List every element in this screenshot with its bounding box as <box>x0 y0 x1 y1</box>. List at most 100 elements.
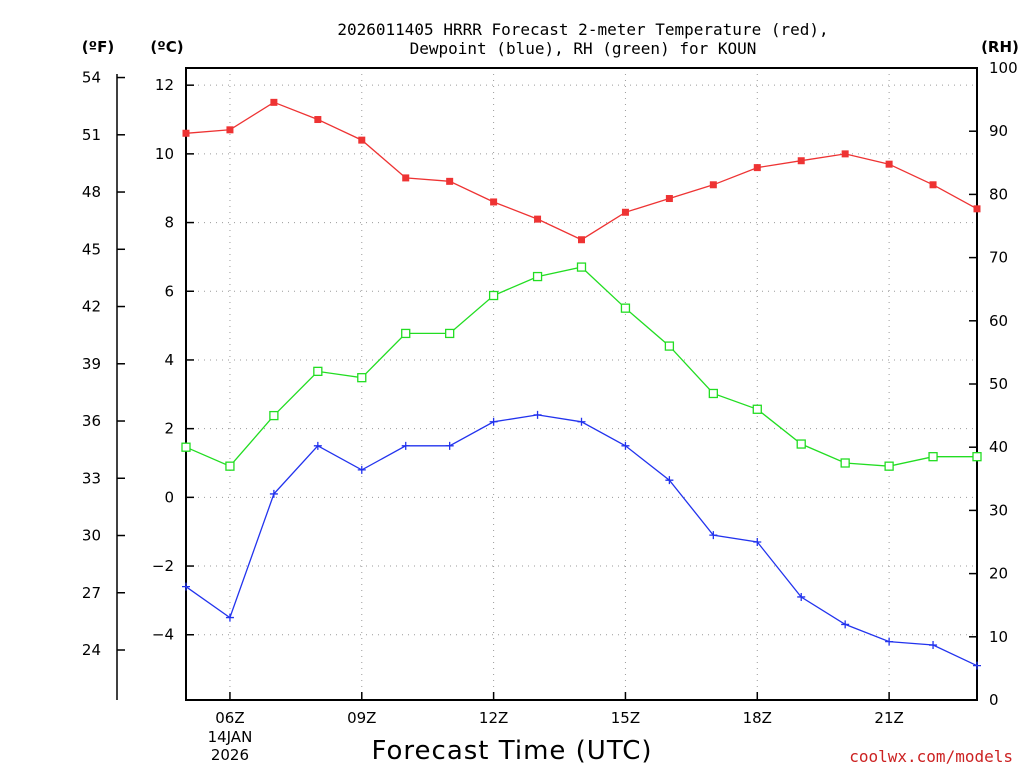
c-tick-label: −2 <box>152 557 174 575</box>
dewpoint-point <box>401 441 410 450</box>
temperature-point <box>534 215 542 223</box>
temperature-point <box>314 116 322 124</box>
x-tick-label: 21Z <box>874 709 903 727</box>
dewpoint-point <box>533 410 542 419</box>
rh-tick-label: 100 <box>989 59 1018 77</box>
temperature-point <box>665 195 673 203</box>
credit-link[interactable]: coolwx.com/models <box>849 747 1013 766</box>
c-tick-label: 2 <box>164 420 174 438</box>
f-tick-label: 24 <box>82 641 101 659</box>
temperature-point <box>797 157 805 165</box>
c-tick-label: 0 <box>164 488 174 506</box>
rh-point <box>488 290 499 301</box>
f-tick-label: 48 <box>82 183 101 201</box>
rh-point <box>840 458 850 468</box>
temperature-point <box>446 177 454 185</box>
rh-point <box>576 262 587 272</box>
dewpoint-point <box>313 441 322 450</box>
rh-point <box>752 404 762 414</box>
rh-tick-label: 90 <box>989 122 1008 140</box>
axes-layer <box>116 67 978 701</box>
temperature-point <box>490 198 498 206</box>
f-tick-label: 30 <box>82 527 101 545</box>
chart-title-line-2: Dewpoint (blue), RH (green) for KOUN <box>410 39 757 58</box>
dewpoint-point <box>973 661 981 670</box>
dewpoint-series <box>182 410 981 670</box>
dewpoint-line <box>185 414 978 667</box>
rh-point <box>928 452 938 462</box>
c-tick-label: 8 <box>164 214 174 232</box>
temperature-point <box>753 164 761 172</box>
f-tick-label: 42 <box>82 298 101 316</box>
rh-point <box>532 271 543 282</box>
rh-point <box>708 388 718 399</box>
dewpoint-point <box>709 531 718 540</box>
rh-point <box>357 373 367 383</box>
x-date-label: 2026 <box>211 746 249 764</box>
temperature-point <box>358 136 366 144</box>
x-tick-label: 18Z <box>743 709 772 727</box>
rh-tick-label: 10 <box>989 628 1008 646</box>
dewpoint-point <box>225 613 234 622</box>
dewpoint-point <box>621 441 630 450</box>
x-tick-label: 15Z <box>611 709 640 727</box>
dewpoint-point <box>885 637 894 646</box>
rh-line <box>185 266 977 467</box>
rh-series <box>181 262 982 471</box>
temperature-point <box>578 236 585 244</box>
rh-point <box>664 341 675 351</box>
dewpoint-point <box>445 441 454 450</box>
rh-unit-label: (RH) <box>981 38 1019 56</box>
f-tick-label: 51 <box>82 126 101 144</box>
rh-point <box>401 328 411 339</box>
rh-point <box>884 461 894 471</box>
c-tick-label: 4 <box>164 351 174 369</box>
temperature-point <box>929 181 937 189</box>
temperature-line <box>185 101 978 241</box>
f-tick-label: 45 <box>82 240 101 258</box>
f-tick-label: 36 <box>82 412 101 430</box>
dewpoint-point <box>753 538 762 546</box>
temperature-point <box>621 208 629 216</box>
dewpoint-point <box>841 620 850 629</box>
celsius-unit-label: (ºC) <box>150 38 183 56</box>
rh-point <box>445 328 455 339</box>
rh-point <box>225 461 235 471</box>
c-tick-label: 12 <box>155 76 174 94</box>
rh-tick-label: 80 <box>989 185 1008 203</box>
x-axis-label: Forecast Time (UTC) <box>371 736 652 766</box>
fahrenheit-unit-label: (ºF) <box>82 38 114 56</box>
dewpoint-point <box>929 641 938 650</box>
temperature-point <box>709 181 717 189</box>
dewpoint-point <box>182 582 190 591</box>
temperature-point <box>841 150 849 158</box>
rh-point <box>313 366 323 377</box>
rh-point <box>796 439 806 449</box>
f-tick-label: 27 <box>82 584 101 602</box>
dewpoint-point <box>269 489 278 498</box>
x-date-label: 14JAN <box>208 728 253 746</box>
series-layer <box>181 98 982 670</box>
rh-point <box>181 442 191 452</box>
rh-tick-label: 0 <box>989 691 999 709</box>
rh-tick-label: 60 <box>989 312 1008 330</box>
c-tick-label: 10 <box>155 145 174 163</box>
rh-point <box>972 452 982 462</box>
rh-tick-label: 20 <box>989 565 1008 583</box>
c-tick-label: 6 <box>164 282 174 300</box>
rh-tick-label: 40 <box>989 438 1008 456</box>
temperature-point <box>226 126 234 134</box>
x-tick-label: 06Z <box>215 709 244 727</box>
temperature-series <box>182 98 981 244</box>
f-tick-label: 33 <box>82 469 101 487</box>
temperature-point <box>402 174 410 182</box>
f-tick-label: 39 <box>82 355 101 373</box>
dewpoint-point <box>357 465 366 474</box>
x-tick-label: 12Z <box>479 709 508 727</box>
temperature-point <box>182 129 190 137</box>
c-tick-label: −4 <box>152 626 174 644</box>
rh-tick-label: 50 <box>989 375 1008 393</box>
chart-title-line-1: 2026011405 HRRR Forecast 2-meter Tempera… <box>337 20 828 39</box>
